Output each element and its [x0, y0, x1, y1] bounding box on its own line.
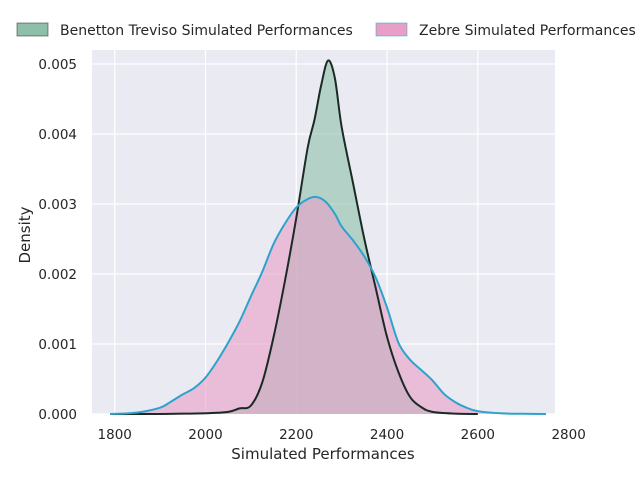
y-tick-label: 0.001 — [38, 337, 77, 353]
x-tick-label: 2000 — [188, 427, 222, 443]
y-tick-label: 0.002 — [38, 267, 77, 283]
y-tick-label: 0.004 — [38, 127, 77, 143]
x-tick-label: 2400 — [370, 427, 404, 443]
y-tick-label: 0.000 — [38, 407, 77, 423]
legend-item-0: Benetton Treviso Simulated Performances — [16, 22, 353, 39]
legend-label-1: Zebre Simulated Performances — [419, 23, 636, 39]
y-tick-label: 0.005 — [38, 57, 77, 73]
x-tick-label: 2200 — [279, 427, 313, 443]
x-axis-label: Simulated Performances — [231, 445, 415, 463]
x-tick-label: 1800 — [98, 427, 132, 443]
y-axis-label: Density — [16, 206, 34, 263]
series-layer — [110, 59, 546, 416]
y-tick-label: 0.003 — [38, 197, 77, 213]
series-line-0 — [110, 59, 478, 416]
legend-swatch-0 — [16, 22, 49, 37]
legend-item-1: Zebre Simulated Performances — [375, 22, 636, 39]
legend: Benetton Treviso Simulated Performances Z… — [16, 22, 636, 39]
x-axis-ticks: 1800 2000 2200 2400 2600 2800 — [98, 427, 586, 443]
x-tick-label: 2600 — [461, 427, 495, 443]
y-axis-ticks: 0.000 0.001 0.002 0.003 0.004 0.005 — [38, 57, 77, 423]
series-line-1 — [110, 195, 546, 415]
legend-label-0: Benetton Treviso Simulated Performances — [60, 23, 353, 39]
x-tick-label: 2800 — [551, 427, 585, 443]
legend-swatch-1 — [375, 22, 408, 37]
